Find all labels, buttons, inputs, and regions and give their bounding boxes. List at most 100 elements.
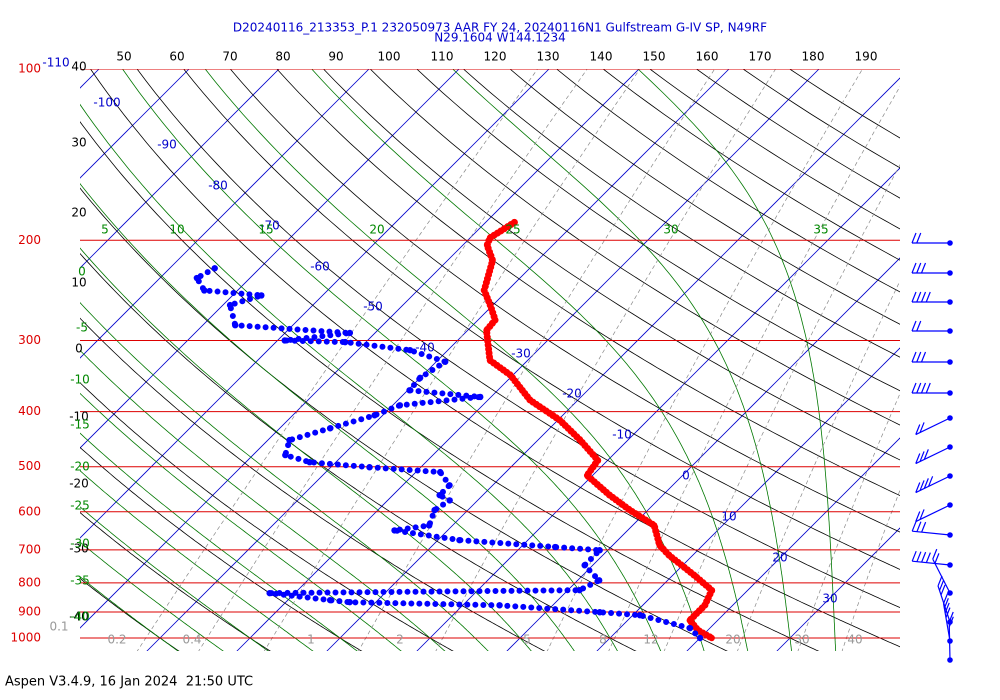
mixing-ratio-label: 8 <box>599 633 607 647</box>
barb-feather <box>925 552 931 563</box>
dry-adiabat <box>80 512 271 651</box>
dry-adiabat-label: 130 <box>537 50 560 64</box>
sounding-point <box>371 412 378 419</box>
dry-adiabat-label: 80 <box>275 50 290 64</box>
pressure-label: 200 <box>18 233 41 247</box>
barb-feather <box>940 584 946 596</box>
dry-adiabat-label: -10 <box>69 410 89 424</box>
mixing-ratio-label: 2 <box>396 633 404 647</box>
dry-adiabat-label: 100 <box>378 50 401 64</box>
isotherm-label: 30 <box>822 592 837 606</box>
dry-adiabat-label: 10 <box>71 276 86 290</box>
sounding-point <box>496 602 503 609</box>
dry-adiabat <box>322 69 900 461</box>
barb-feather <box>948 611 954 623</box>
sounding-point <box>232 321 239 329</box>
pressure-label: 800 <box>18 575 41 589</box>
isotherm-label: -100 <box>93 96 120 110</box>
sounding-point <box>286 436 293 444</box>
sounding-point <box>326 425 334 432</box>
barb-staff <box>915 504 951 523</box>
isotherm <box>146 69 730 651</box>
dry-adiabat-label: -20 <box>69 477 89 491</box>
sounding-point <box>282 451 289 459</box>
pressure-label: 400 <box>18 404 41 418</box>
barb-feather <box>928 476 934 487</box>
moist-adiabat <box>80 103 618 651</box>
sounding-point <box>442 358 449 365</box>
barb-feather <box>911 550 917 562</box>
dry-adiabat <box>90 69 900 648</box>
barb-feather <box>916 351 922 363</box>
isotherm-label: -110 <box>42 56 69 70</box>
sounding-point <box>576 436 584 444</box>
sounding-point <box>258 292 265 299</box>
sounding-point <box>211 265 218 272</box>
dry-adiabat <box>80 252 637 651</box>
sounding-point <box>426 522 433 529</box>
sounding-point <box>686 624 694 632</box>
barb-feather <box>911 232 917 244</box>
barb-feather <box>925 291 931 303</box>
barb-feather <box>916 551 922 562</box>
isotherm <box>80 69 280 269</box>
sounding-point <box>511 219 518 226</box>
barb-feather <box>916 291 922 303</box>
barb-feather <box>921 521 927 533</box>
sounding-point <box>606 491 613 499</box>
moist-adiabat <box>80 432 358 651</box>
sounding-point <box>326 596 334 604</box>
sounding-point <box>556 416 563 424</box>
sounding-point <box>281 337 288 344</box>
sounding-point <box>446 482 453 489</box>
dry-adiabat-label: 190 <box>855 50 878 64</box>
sounding-point <box>489 257 496 264</box>
barb-feather <box>920 351 927 363</box>
isotherm <box>416 167 900 651</box>
dry-adiabat-label: 150 <box>643 50 666 64</box>
moist-adiabat <box>204 69 705 651</box>
sounding-point <box>526 396 534 404</box>
sounding-point <box>551 543 559 551</box>
sounding-point <box>226 301 234 309</box>
isotherm-label: 10 <box>721 510 736 524</box>
barb-feather <box>919 422 925 433</box>
dry-adiabat <box>80 578 180 651</box>
dry-adiabat-label: 50 <box>116 50 131 64</box>
isotherm <box>326 77 900 651</box>
mixing-ratio-label: 0.4 <box>182 633 201 647</box>
barb-feather <box>911 382 917 394</box>
sounding-point <box>391 527 398 534</box>
moist-adiabat-label: -20 <box>70 460 90 474</box>
sounding-point <box>456 536 463 544</box>
mixing-ratio-label: 30 <box>794 633 809 647</box>
pressure-label: 700 <box>18 542 41 556</box>
mixing-ratio-line <box>435 69 777 651</box>
isotherm <box>80 69 550 539</box>
isotherm <box>80 69 100 89</box>
dry-adiabat <box>369 69 900 426</box>
barb-feather <box>938 580 945 591</box>
barb-staff <box>915 475 951 494</box>
barb-feather <box>915 453 921 464</box>
barb-feather <box>923 449 929 460</box>
sounding-point <box>492 316 499 324</box>
barb-feather <box>921 551 927 563</box>
dry-adiabat-label: -40 <box>69 610 89 624</box>
barb-feather <box>920 291 927 303</box>
moist-adiabat <box>80 392 402 651</box>
isotherm-label: -30 <box>511 347 531 361</box>
isotherm <box>80 69 640 629</box>
dry-adiabat <box>183 69 900 570</box>
dry-adiabat-label: 110 <box>431 50 454 64</box>
barb-feather <box>919 509 925 520</box>
sounding-point <box>596 577 603 584</box>
dry-adiabat <box>80 382 454 651</box>
sounding-point <box>341 338 349 346</box>
barb-feather <box>916 320 922 332</box>
mixing-ratio-label: 40 <box>847 633 862 647</box>
sounding-point <box>477 393 484 401</box>
mixing-ratio-label: 20 <box>725 633 740 647</box>
barb-feather <box>934 553 940 564</box>
